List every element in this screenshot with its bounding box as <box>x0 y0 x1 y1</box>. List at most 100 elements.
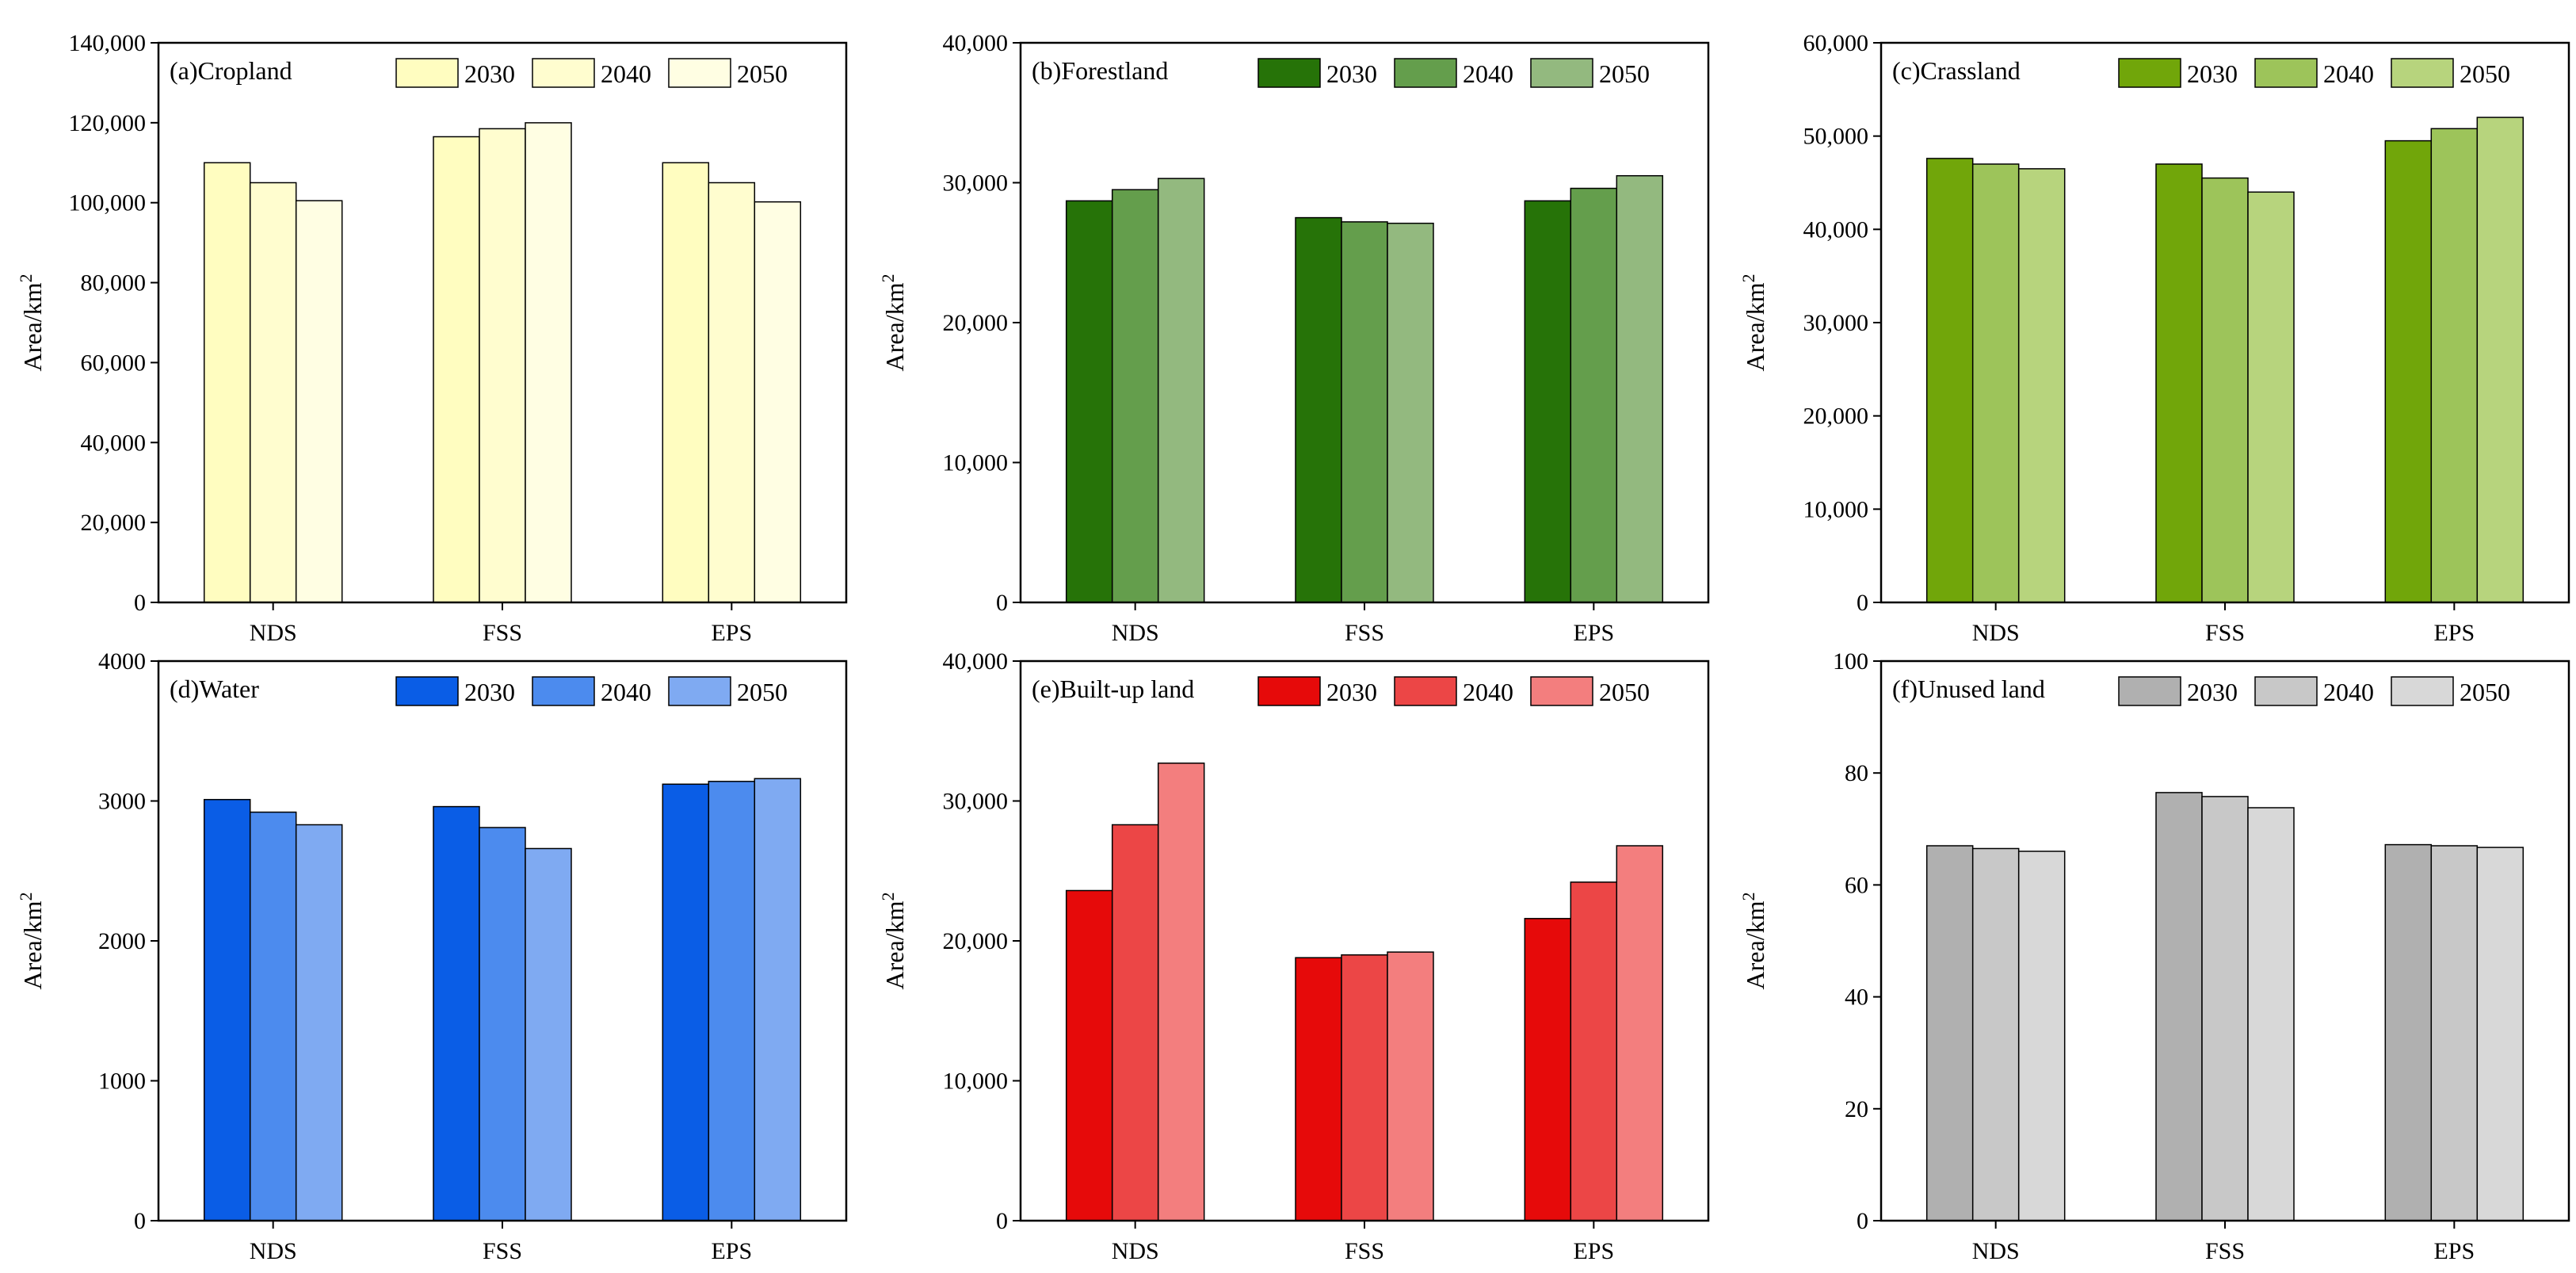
bar-2040-FSS <box>1341 954 1388 1221</box>
x-tick-label: NDS <box>250 620 297 646</box>
y-tick-label: 10,000 <box>943 1068 1009 1095</box>
bar-2050-EPS <box>2476 117 2524 603</box>
bar-2050-FSS <box>1387 222 1434 603</box>
legend-label: 2030 <box>2187 678 2238 706</box>
bar-2050-NDS <box>1157 763 1205 1221</box>
legend-swatch-2040 <box>1394 58 1457 88</box>
y-tick-label: 1000 <box>98 1068 146 1095</box>
x-tick-label: FSS <box>1345 1238 1384 1264</box>
y-axis-label: Area/km2 <box>878 893 909 990</box>
bar-2030-EPS <box>2384 140 2433 603</box>
legend-label: 2030 <box>2187 59 2238 88</box>
legend-label: 2050 <box>737 59 788 88</box>
y-tick-label: 80 <box>1845 760 1868 786</box>
plot-frame <box>1880 659 2570 1222</box>
bar-2040-EPS <box>2430 845 2479 1221</box>
y-tick-label: 60 <box>1845 872 1868 898</box>
x-tick-label: EPS <box>1573 1238 1614 1264</box>
plot-frame <box>157 659 848 1222</box>
bar-2030-NDS <box>203 798 251 1221</box>
x-tick-label: NDS <box>1972 620 2020 646</box>
y-tick-label: 20,000 <box>943 310 1009 336</box>
plot-frame <box>1019 41 1710 604</box>
panel-label: (f)Unused land <box>1892 675 2045 703</box>
bar-2050-FSS <box>2247 807 2295 1221</box>
y-tick-label: 40,000 <box>943 648 1009 675</box>
y-tick-label: 0 <box>1857 590 1868 616</box>
legend-swatch-2030 <box>1257 676 1321 706</box>
bar-2030-EPS <box>1524 918 1572 1221</box>
y-axis-label-superscript: 2 <box>878 893 898 901</box>
y-axis-label: Area/km2 <box>1738 893 1769 990</box>
y-axis-label-superscript: 2 <box>878 274 898 283</box>
bar-2030-FSS <box>1295 216 1342 603</box>
x-tick-label: EPS <box>2433 620 2475 646</box>
x-tick-label: NDS <box>250 1238 297 1264</box>
chart-panel-1: NDS FSS EPS 0 20,000 40,000 60,000 80,000 100,00… <box>16 30 848 646</box>
bar-2050-EPS <box>754 201 802 603</box>
bar-2040-FSS <box>479 827 526 1221</box>
y-tick-label: 20,000 <box>81 510 147 536</box>
y-tick-label: 100 <box>1833 648 1868 675</box>
y-axis-label-superscript: 2 <box>1738 274 1758 283</box>
y-axis-label-superscript: 2 <box>1738 893 1758 901</box>
legend-swatch-2050 <box>2391 676 2454 706</box>
bar-2050-FSS <box>525 847 572 1221</box>
y-tick-label: 40 <box>1845 984 1868 1011</box>
x-tick-label: EPS <box>711 620 752 646</box>
panel-label: (c)Crassland <box>1892 56 2021 85</box>
y-tick-label: 0 <box>1857 1208 1868 1234</box>
y-axis-label: Area/km2 <box>878 274 909 372</box>
plot-frame <box>1019 659 1710 1222</box>
panel-label: (b)Forestland <box>1032 56 1168 85</box>
legend-swatch-2050 <box>1530 676 1593 706</box>
bar-2040-EPS <box>2430 128 2479 603</box>
y-tick-label: 140,000 <box>69 30 147 56</box>
y-axis-label-text: Area/km <box>880 282 909 371</box>
legend-label: 2040 <box>2323 678 2374 706</box>
y-tick-label: 10,000 <box>1803 496 1869 522</box>
y-tick-label: 40,000 <box>943 30 1009 56</box>
y-axis-label-superscript: 2 <box>16 274 36 283</box>
y-tick-label: 10,000 <box>943 450 1009 476</box>
legend-swatch-2040 <box>2254 676 2318 706</box>
x-tick-label: FSS <box>483 1238 522 1264</box>
legend-label: 2030 <box>1326 678 1377 706</box>
y-tick-label: 4000 <box>98 648 146 675</box>
bar-2030-FSS <box>2155 163 2203 603</box>
y-axis-label-superscript: 2 <box>16 893 36 901</box>
y-tick-label: 100,000 <box>69 190 147 216</box>
bar-2040-NDS <box>249 811 297 1221</box>
y-tick-label: 20,000 <box>943 928 1009 954</box>
chart-panel-2: NDS FSS EPS 0 10,000 20,000 30,000 40,000 Area/k… <box>878 30 1710 646</box>
bar-2030-FSS <box>1295 957 1342 1221</box>
bar-2030-NDS <box>203 162 251 603</box>
x-tick-label: EPS <box>1573 620 1614 646</box>
bar-2050-NDS <box>2017 851 2066 1221</box>
plot-frame <box>1880 41 2570 604</box>
legend-swatch-2050 <box>1530 58 1593 88</box>
bar-2030-EPS <box>1524 200 1572 603</box>
bar-2050-FSS <box>1387 951 1434 1221</box>
bar-2040-EPS <box>708 182 756 603</box>
x-tick-label: FSS <box>1345 620 1384 646</box>
x-tick-label: EPS <box>2433 1238 2475 1264</box>
x-tick-label: FSS <box>2205 620 2245 646</box>
bar-2040-NDS <box>1111 189 1159 603</box>
bar-2030-NDS <box>1925 158 1974 603</box>
bar-2040-NDS <box>1971 847 2020 1221</box>
legend-swatch-2050 <box>668 676 731 706</box>
panel-label: (a)Cropland <box>170 56 292 85</box>
y-tick-label: 60,000 <box>1803 30 1869 56</box>
x-tick-label: NDS <box>1112 620 1159 646</box>
bar-2040-FSS <box>479 128 526 603</box>
bar-2050-EPS <box>2476 847 2524 1221</box>
bar-2040-NDS <box>249 182 297 603</box>
bar-2040-FSS <box>2201 177 2249 603</box>
legend-label: 2030 <box>1326 59 1377 88</box>
legend-label: 2040 <box>601 59 651 88</box>
panel-label: (e)Built-up land <box>1032 675 1194 703</box>
bar-2030-EPS <box>2384 843 2433 1221</box>
chart-panel-3: NDS FSS EPS 0 10,000 20,000 30,000 40,000 50,000… <box>1738 30 2570 646</box>
